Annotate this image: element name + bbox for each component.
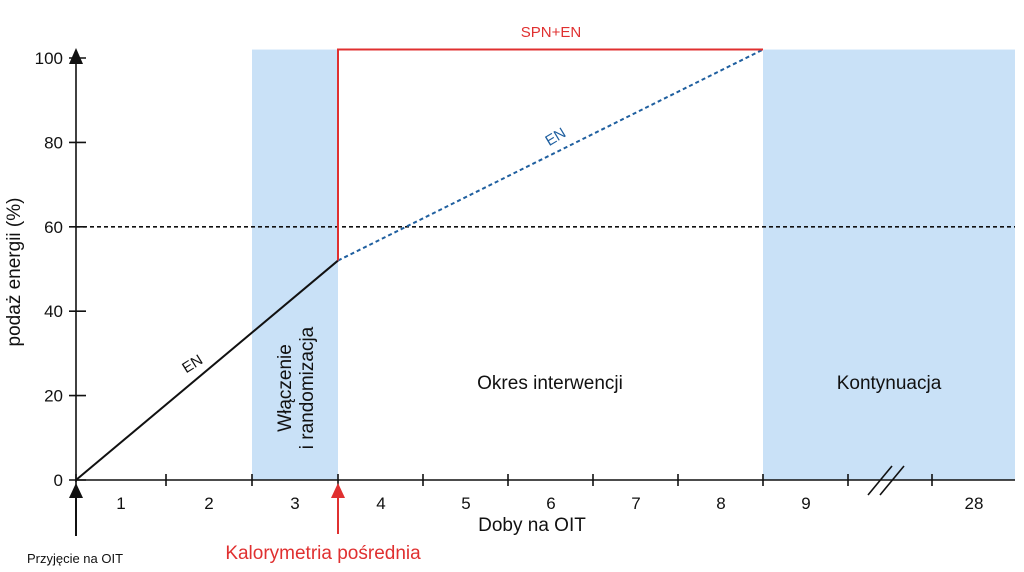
series-2-line (337, 48, 763, 261)
series-1-line (337, 48, 764, 262)
x-tick-label-7: 7 (631, 494, 640, 513)
region-label-interwencji: Okres interwencji (477, 373, 623, 394)
axis-break-mark-2 (879, 465, 905, 496)
calorimetry-label: Kalorymetria pośrednia (225, 543, 421, 564)
axis-layer: 0 20 40 60 80 100 1 2 3 4 5 6 7 8 9 28 (35, 48, 1015, 536)
series-label-spn-en: SPN+EN (521, 24, 581, 41)
admission-arrowhead (69, 483, 83, 498)
axis-break-mark-1 (867, 465, 893, 496)
labels-layer: EN EN SPN+EN Włączeniei randomizacja (179, 24, 581, 449)
series-0-line (75, 259, 339, 481)
y-axis-title: podaż energii (%) (4, 198, 25, 347)
y-tick-label-100: 100 (35, 49, 63, 68)
x-tick-label-2: 2 (204, 494, 213, 513)
x-tick-label-9: 9 (801, 494, 810, 513)
x-tick-label-28: 28 (965, 494, 984, 513)
series-label-en-dashed: EN (542, 124, 569, 149)
y-tick-label-0: 0 (54, 471, 63, 490)
x-tick-label-4: 4 (376, 494, 385, 513)
series-label-en-solid: EN (179, 351, 206, 376)
band-label-kontynuacja: Kontynuacja (837, 373, 942, 394)
x-tick-label-6: 6 (546, 494, 555, 513)
bands-layer (252, 49, 1015, 481)
band-wlaczenie (252, 49, 338, 481)
y-tick-label-40: 40 (44, 302, 63, 321)
y-tick-label-60: 60 (44, 218, 63, 237)
band-kontynuacja (763, 49, 1015, 481)
x-tick-label-3: 3 (290, 494, 299, 513)
series-layer (75, 48, 764, 481)
x-tick-label-1: 1 (116, 494, 125, 513)
calorimetry-arrowhead (331, 483, 345, 498)
y-tick-label-80: 80 (44, 133, 63, 152)
x-tick-label-8: 8 (716, 494, 725, 513)
admission-label: Przyjęcie na OIT (27, 551, 123, 566)
y-tick-label-20: 20 (44, 387, 63, 406)
x-axis-title: Doby na OIT (478, 515, 586, 536)
x-tick-label-5: 5 (461, 494, 470, 513)
y-axis-arrowhead (69, 48, 83, 64)
band-label-wlaczenie: Włączeniei randomizacja (275, 326, 318, 449)
